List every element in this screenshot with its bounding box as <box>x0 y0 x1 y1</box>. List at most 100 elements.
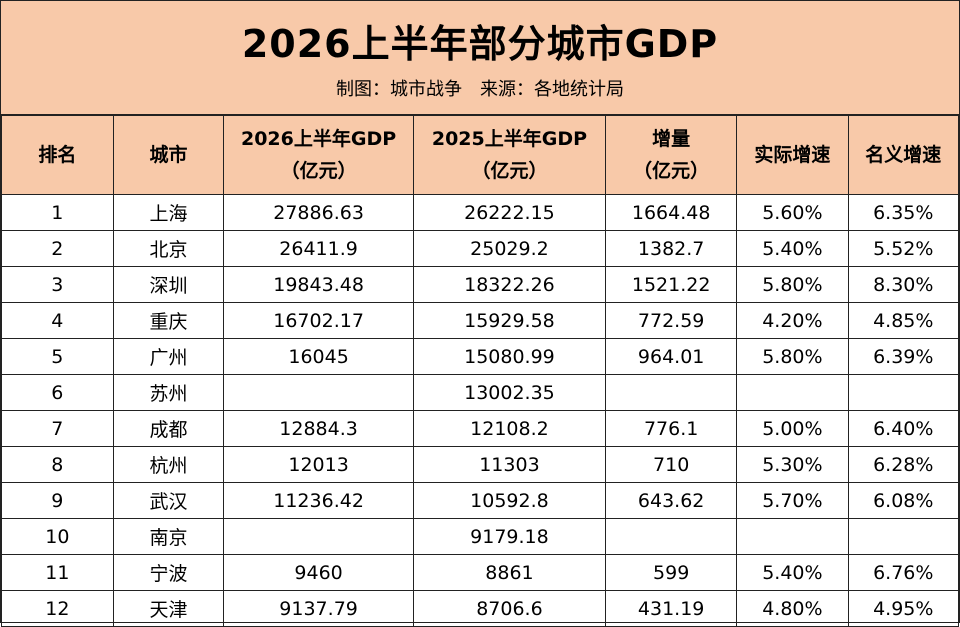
gdp-2026-cell: 12013 <box>223 446 414 483</box>
real-growth-cell: 5.80% <box>736 338 849 375</box>
real-growth-cell: 5.70% <box>736 482 849 519</box>
gdp-2025-cell: 12108.2 <box>412 410 607 447</box>
gdp-2026-cell: 12884.3 <box>223 410 414 447</box>
table-row: 12 天津 9137.79 8706.6 431.19 4.80% 4.95% <box>1 590 960 627</box>
gdp-2026-cell: 11236.42 <box>223 482 414 519</box>
gdp-2026-cell <box>223 518 414 555</box>
rank-cell: 9 <box>1 482 114 519</box>
nominal-growth-cell: 6.35% <box>847 194 960 231</box>
city-cell: 天津 <box>112 590 225 627</box>
city-cell: 南京 <box>112 518 225 555</box>
city-cell: 杭州 <box>112 446 225 483</box>
city-cell: 宁波 <box>112 554 225 591</box>
gdp-2025-cell: 13002.35 <box>412 374 607 411</box>
nominal-growth-cell <box>847 374 960 411</box>
city-cell: 成都 <box>112 410 225 447</box>
real-growth-cell: 5.60% <box>736 194 849 231</box>
gdp-2026-cell: 19843.48 <box>223 266 414 303</box>
real-growth-cell: 5.40% <box>736 554 849 591</box>
nominal-growth-cell: 6.40% <box>847 410 960 447</box>
table-row: 1 上海 27886.63 26222.15 1664.48 5.60% 6.35% <box>1 194 960 231</box>
real-growth-cell: 5.80% <box>736 266 849 303</box>
gdp-2026-cell: 27886.63 <box>223 194 414 231</box>
increment-cell: 599 <box>605 554 738 591</box>
header-city: 城市 <box>112 115 225 195</box>
table-subtitle: 制图：城市战争 来源：各地统计局 <box>336 79 624 100</box>
gdp-2026-cell: 9460 <box>223 554 414 591</box>
real-growth-cell: 5.30% <box>736 446 849 483</box>
nominal-growth-cell: 6.76% <box>847 554 960 591</box>
increment-cell: 1664.48 <box>605 194 738 231</box>
increment-cell: 643.62 <box>605 482 738 519</box>
table-row: 5 广州 16045 15080.99 964.01 5.80% 6.39% <box>1 338 960 375</box>
gdp-2026-cell: 16702.17 <box>223 302 414 339</box>
gdp-2025-cell: 11303 <box>412 446 607 483</box>
gdp-table: 排名 城市 2026上半年GDP （亿元） 2025上半年GDP （亿元） 增量 （亿… <box>1 115 960 627</box>
gdp-2025-cell: 8706.6 <box>412 590 607 627</box>
nominal-growth-cell: 6.39% <box>847 338 960 375</box>
rank-cell: 1 <box>1 194 114 231</box>
rank-cell: 6 <box>1 374 114 411</box>
rank-cell: 12 <box>1 590 114 627</box>
table-row: 6 苏州 13002.35 <box>1 374 960 411</box>
city-cell: 上海 <box>112 194 225 231</box>
increment-cell: 1382.7 <box>605 230 738 267</box>
city-cell: 北京 <box>112 230 225 267</box>
header-increment: 增量 （亿元） <box>605 115 738 195</box>
nominal-growth-cell: 6.28% <box>847 446 960 483</box>
gdp-2026-cell: 26411.9 <box>223 230 414 267</box>
gdp-2026-cell: 9137.79 <box>223 590 414 627</box>
increment-cell: 964.01 <box>605 338 738 375</box>
nominal-growth-cell: 8.30% <box>847 266 960 303</box>
gdp-2025-cell: 8861 <box>412 554 607 591</box>
header-gdp-2025: 2025上半年GDP （亿元） <box>412 115 607 195</box>
table-row: 9 武汉 11236.42 10592.8 643.62 5.70% 6.08% <box>1 482 960 519</box>
header-nominal-growth: 名义增速 <box>847 115 960 195</box>
table-row: 11 宁波 9460 8861 599 5.40% 6.76% <box>1 554 960 591</box>
increment-cell: 776.1 <box>605 410 738 447</box>
real-growth-cell: 4.20% <box>736 302 849 339</box>
gdp-2026-cell <box>223 374 414 411</box>
increment-cell: 772.59 <box>605 302 738 339</box>
real-growth-cell <box>736 374 849 411</box>
increment-cell: 710 <box>605 446 738 483</box>
rank-cell: 3 <box>1 266 114 303</box>
city-cell: 苏州 <box>112 374 225 411</box>
city-cell: 深圳 <box>112 266 225 303</box>
gdp-2026-cell: 16045 <box>223 338 414 375</box>
gdp-2025-cell: 26222.15 <box>412 194 607 231</box>
gdp-2025-cell: 10592.8 <box>412 482 607 519</box>
rank-cell: 5 <box>1 338 114 375</box>
increment-cell: 1521.22 <box>605 266 738 303</box>
nominal-growth-cell: 4.95% <box>847 590 960 627</box>
city-cell: 重庆 <box>112 302 225 339</box>
header-rank: 排名 <box>1 115 114 195</box>
rank-cell: 4 <box>1 302 114 339</box>
title-band: 2026上半年部分城市GDP 制图：城市战争 来源：各地统计局 <box>1 1 959 115</box>
table-row: 10 南京 9179.18 <box>1 518 960 555</box>
header-real-growth: 实际增速 <box>736 115 849 195</box>
table-title: 2026上半年部分城市GDP <box>241 22 719 66</box>
table-body: 1 上海 27886.63 26222.15 1664.48 5.60% 6.35% 2 北京 2… <box>1 194 960 627</box>
gdp-2025-cell: 15929.58 <box>412 302 607 339</box>
real-growth-cell: 5.40% <box>736 230 849 267</box>
table-row: 4 重庆 16702.17 15929.58 772.59 4.20% 4.85% <box>1 302 960 339</box>
gdp-2025-cell: 15080.99 <box>412 338 607 375</box>
rank-cell: 2 <box>1 230 114 267</box>
city-cell: 广州 <box>112 338 225 375</box>
real-growth-cell: 5.00% <box>736 410 849 447</box>
city-cell: 武汉 <box>112 482 225 519</box>
table-row: 2 北京 26411.9 25029.2 1382.7 5.40% 5.52% <box>1 230 960 267</box>
real-growth-cell: 4.80% <box>736 590 849 627</box>
rank-cell: 7 <box>1 410 114 447</box>
rank-cell: 8 <box>1 446 114 483</box>
rank-cell: 11 <box>1 554 114 591</box>
gdp-2025-cell: 9179.18 <box>412 518 607 555</box>
header-gdp-2026: 2026上半年GDP （亿元） <box>223 115 414 195</box>
gdp-2025-cell: 25029.2 <box>412 230 607 267</box>
increment-cell: 431.19 <box>605 590 738 627</box>
real-growth-cell <box>736 518 849 555</box>
rank-cell: 10 <box>1 518 114 555</box>
gdp-2025-cell: 18322.26 <box>412 266 607 303</box>
